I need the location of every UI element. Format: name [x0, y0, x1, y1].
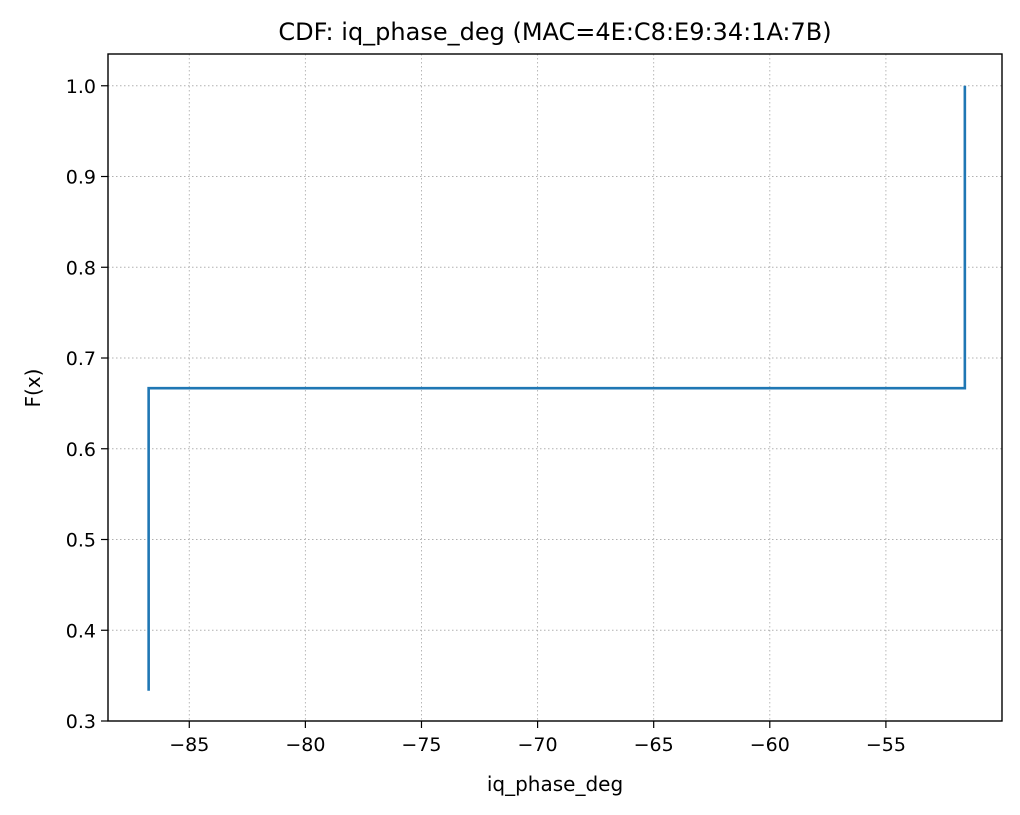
- y-tick-label: 0.4: [66, 620, 96, 642]
- series-layer: [147, 85, 967, 691]
- cdf-step-line: [147, 85, 967, 691]
- x-tick-label: −65: [634, 734, 674, 756]
- x-tick-label: −80: [285, 734, 325, 756]
- y-tick-label: 0.3: [66, 711, 96, 733]
- y-axis-ticks: 0.3 0.4 0.5 0.6 0.7 0.8 0.9 1.0: [66, 76, 108, 733]
- y-tick-label: 0.8: [66, 257, 96, 279]
- y-tick-label: 1.0: [66, 76, 96, 98]
- y-tick-label: 0.9: [66, 167, 96, 189]
- y-tick-label: 0.7: [66, 348, 96, 370]
- y-tick-label: 0.6: [66, 439, 96, 461]
- x-axis-label: iq_phase_deg: [487, 772, 623, 796]
- x-tick-label: −60: [750, 734, 790, 756]
- x-axis-ticks: −85 −80 −75 −70 −65 −60 −55: [169, 721, 906, 756]
- x-tick-label: −85: [169, 734, 209, 756]
- y-tick-label: 0.5: [66, 530, 96, 552]
- x-tick-label: −75: [401, 734, 441, 756]
- y-axis-label: F(x): [21, 369, 45, 408]
- x-tick-label: −55: [866, 734, 906, 756]
- x-tick-label: −70: [518, 734, 558, 756]
- chart-title: CDF: iq_phase_deg (MAC=4E:C8:E9:34:1A:7B…: [278, 18, 831, 46]
- plot-frame: [107, 53, 1003, 722]
